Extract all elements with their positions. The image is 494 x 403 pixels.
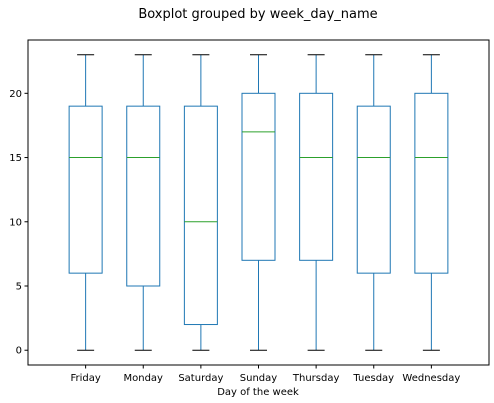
x-tick-label: Monday [124,373,164,384]
box-body [299,92,334,261]
x-tick-label: Tuesday [352,373,394,384]
box-wednesday [414,54,449,351]
box-body [126,105,161,287]
box-body [68,105,103,274]
y-tick-label: 0 [16,346,22,357]
chart-title: Boxplot grouped by week_day_name [138,7,377,22]
x-tick-label: Saturday [178,373,223,384]
box-monday [126,54,161,351]
box-body [183,105,218,326]
box-tuesday [356,54,391,351]
x-tick-label: Friday [70,373,100,384]
x-axis-label: Day of the week [217,387,299,398]
y-tick-label: 15 [9,153,22,164]
axes: 0 5 10 15 20 Friday Monday Saturday Sunday Thursd… [9,39,490,384]
box-sunday [241,54,276,351]
box-body [241,92,276,261]
y-tick-label: 10 [9,217,22,228]
box-saturday [183,54,218,351]
plot-area [68,54,449,351]
box-body [356,105,391,274]
box-body [414,92,449,274]
x-tick-label: Wednesday [402,373,460,384]
box-friday [68,54,103,351]
box-thursday [299,54,334,351]
x-tick-label: Thursday [292,373,340,384]
x-tick-label: Sunday [240,373,277,384]
y-tick-label: 20 [9,89,22,100]
y-tick-label: 5 [16,281,22,292]
